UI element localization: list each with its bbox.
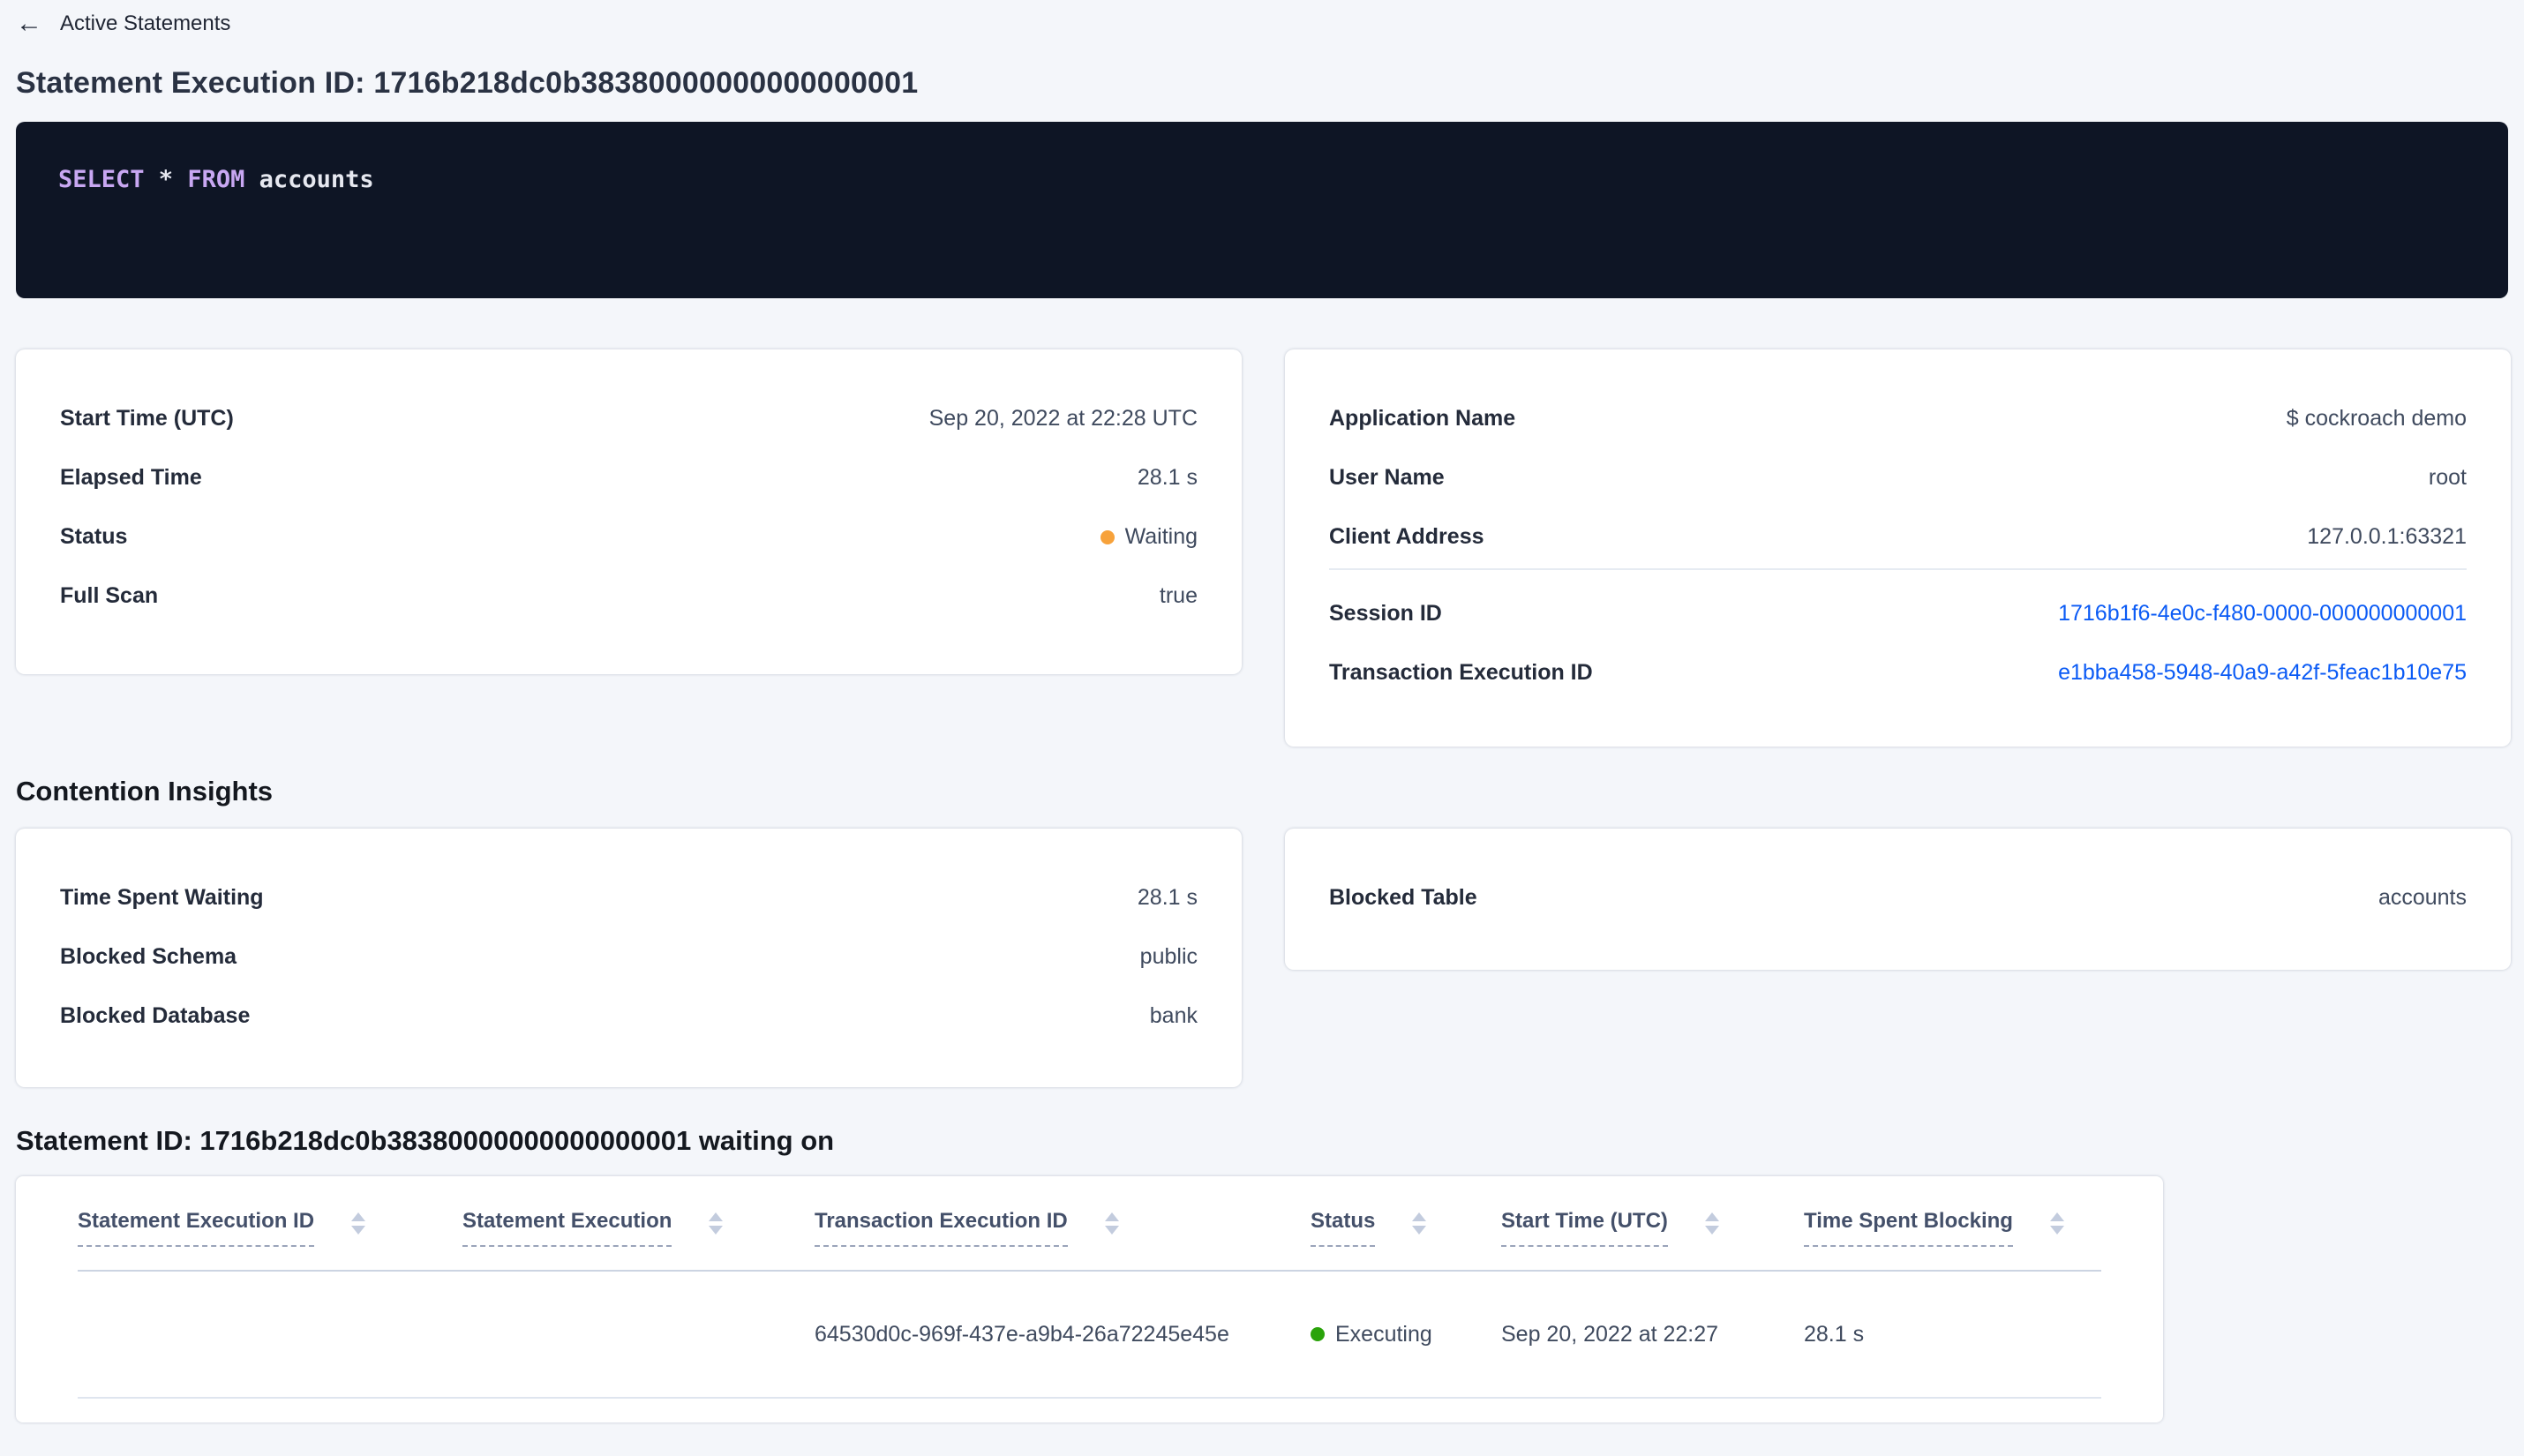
blocked-schema-row: Blocked Schema public <box>60 927 1198 987</box>
blocked-table-row: Blocked Table accounts <box>1329 868 2467 927</box>
card-divider <box>1329 568 2467 570</box>
waiting-on-table-card: Statement Execution ID Statement Executi… <box>16 1176 2163 1422</box>
cell-status-text: Executing <box>1335 1321 1432 1347</box>
session-id-label: Session ID <box>1329 601 1442 626</box>
time-spent-waiting-label: Time Spent Waiting <box>60 885 264 910</box>
contention-cards-row: Time Spent Waiting 28.1 s Blocked Schema… <box>16 829 2511 1087</box>
application-name-row: Application Name $ cockroach demo <box>1329 389 2467 448</box>
transaction-execution-id-row: Transaction Execution ID e1bba458-5948-4… <box>1329 643 2467 702</box>
transaction-execution-id-link[interactable]: e1bba458-5948-40a9-a42f-5feac1b10e75 <box>2058 660 2467 685</box>
blocked-schema-value: public <box>1139 944 1198 969</box>
transaction-execution-id-label: Transaction Execution ID <box>1329 660 1593 685</box>
sort-arrows-icon <box>2049 1212 2064 1235</box>
blocked-table-value: accounts <box>2378 885 2467 910</box>
user-name-value: root <box>2428 465 2467 490</box>
start-time-row: Start Time (UTC) Sep 20, 2022 at 22:28 U… <box>60 389 1198 448</box>
contention-waiting-card: Time Spent Waiting 28.1 s Blocked Schema… <box>16 829 1242 1087</box>
session-id-link[interactable]: 1716b1f6-4e0c-f480-0000-000000000001 <box>2058 601 2467 626</box>
cell-time-spent-blocking: 28.1 s <box>1804 1321 1865 1347</box>
column-header-transaction-execution-id[interactable]: Transaction Execution ID <box>815 1208 1311 1247</box>
back-arrow-icon: ← <box>16 9 42 38</box>
status-value: Waiting <box>1100 524 1198 550</box>
column-header-statement-execution-id[interactable]: Statement Execution ID <box>78 1208 462 1247</box>
column-header-label: Statement Execution ID <box>78 1208 315 1247</box>
contention-insights-heading: Contention Insights <box>16 776 274 807</box>
status-label: Status <box>60 524 128 549</box>
cell-status: Executing <box>1311 1322 1501 1347</box>
column-header-label: Time Spent Blocking <box>1804 1208 2013 1247</box>
client-address-value: 127.0.0.1:63321 <box>2307 524 2467 549</box>
time-spent-waiting-value: 28.1 s <box>1137 885 1198 910</box>
blocked-table-label: Blocked Table <box>1329 885 1477 910</box>
column-header-statement-execution[interactable]: Statement Execution <box>462 1208 815 1247</box>
blocked-schema-label: Blocked Schema <box>60 944 237 969</box>
start-time-value: Sep 20, 2022 at 22:28 UTC <box>928 406 1198 431</box>
column-header-start-time[interactable]: Start Time (UTC) <box>1501 1208 1804 1247</box>
user-name-row: User Name root <box>1329 448 2467 507</box>
cell-transaction-execution-id: 64530d0c-969f-437e-a9b4-26a72245e45e <box>815 1321 1229 1347</box>
sql-operator: * <box>144 166 188 193</box>
column-header-label: Statement Execution <box>462 1208 672 1247</box>
blocked-database-label: Blocked Database <box>60 1003 251 1028</box>
time-spent-waiting-row: Time Spent Waiting 28.1 s <box>60 868 1198 927</box>
table-bottom-spacer <box>78 1399 2101 1422</box>
elapsed-time-label: Elapsed Time <box>60 465 202 490</box>
details-cards-row: Start Time (UTC) Sep 20, 2022 at 22:28 U… <box>16 349 2511 747</box>
column-header-status[interactable]: Status <box>1311 1208 1501 1247</box>
sql-statement-text: SELECT * FROM accounts <box>58 166 2466 193</box>
sql-statement-box: SELECT * FROM accounts <box>16 122 2508 298</box>
sort-arrows-icon <box>709 1212 724 1235</box>
status-value-text: Waiting <box>1124 524 1198 549</box>
sort-arrows-icon <box>1412 1212 1427 1235</box>
sql-keyword: FROM <box>187 166 245 193</box>
blocked-database-row: Blocked Database bank <box>60 987 1198 1046</box>
column-header-label: Status <box>1311 1208 1376 1247</box>
session-details-card: Application Name $ cockroach demo User N… <box>1285 349 2511 747</box>
statement-execution-details-page: ← Active Statements Statement Execution … <box>16 5 2511 1422</box>
page-title: Statement Execution ID: 1716b218dc0b3838… <box>16 66 919 100</box>
client-address-row: Client Address 127.0.0.1:63321 <box>1329 507 2467 567</box>
application-name-label: Application Name <box>1329 406 1516 431</box>
waiting-on-heading: Statement ID: 1716b218dc0b38380000000000… <box>16 1125 835 1156</box>
column-header-label: Transaction Execution ID <box>815 1208 1068 1247</box>
column-header-time-spent-blocking[interactable]: Time Spent Blocking <box>1804 1208 2101 1247</box>
user-name-label: User Name <box>1329 465 1445 490</box>
status-waiting-dot-icon <box>1100 529 1115 544</box>
sort-arrows-icon <box>1104 1212 1119 1235</box>
back-link-label: Active Statements <box>60 11 231 35</box>
full-scan-row: Full Scan true <box>60 567 1198 626</box>
status-row: Status Waiting <box>60 507 1198 567</box>
cell-start-time: Sep 20, 2022 at 22:27 <box>1501 1321 1719 1347</box>
blocked-table-card: Blocked Table accounts <box>1285 829 2511 970</box>
execution-details-card: Start Time (UTC) Sep 20, 2022 at 22:28 U… <box>16 349 1242 674</box>
full-scan-value: true <box>1159 583 1198 608</box>
table-row: 64530d0c-969f-437e-a9b4-26a72245e45e Exe… <box>78 1272 2101 1399</box>
waiting-on-table-header: Statement Execution ID Statement Executi… <box>78 1176 2101 1272</box>
column-header-label: Start Time (UTC) <box>1501 1208 1668 1247</box>
start-time-label: Start Time (UTC) <box>60 406 234 431</box>
application-name-value: $ cockroach demo <box>2286 406 2467 431</box>
status-executing-dot-icon <box>1311 1327 1325 1341</box>
elapsed-time-row: Elapsed Time 28.1 s <box>60 448 1198 507</box>
sort-arrows-icon <box>1704 1212 1719 1235</box>
sql-identifier: accounts <box>244 166 374 193</box>
full-scan-label: Full Scan <box>60 583 159 608</box>
back-to-active-statements-link[interactable]: ← Active Statements <box>16 5 230 37</box>
sql-keyword: SELECT <box>58 166 145 193</box>
client-address-label: Client Address <box>1329 524 1484 549</box>
blocked-database-value: bank <box>1149 1003 1198 1028</box>
session-id-row: Session ID 1716b1f6-4e0c-f480-0000-00000… <box>1329 584 2467 643</box>
sort-arrows-icon <box>351 1212 366 1235</box>
elapsed-time-value: 28.1 s <box>1137 465 1198 490</box>
